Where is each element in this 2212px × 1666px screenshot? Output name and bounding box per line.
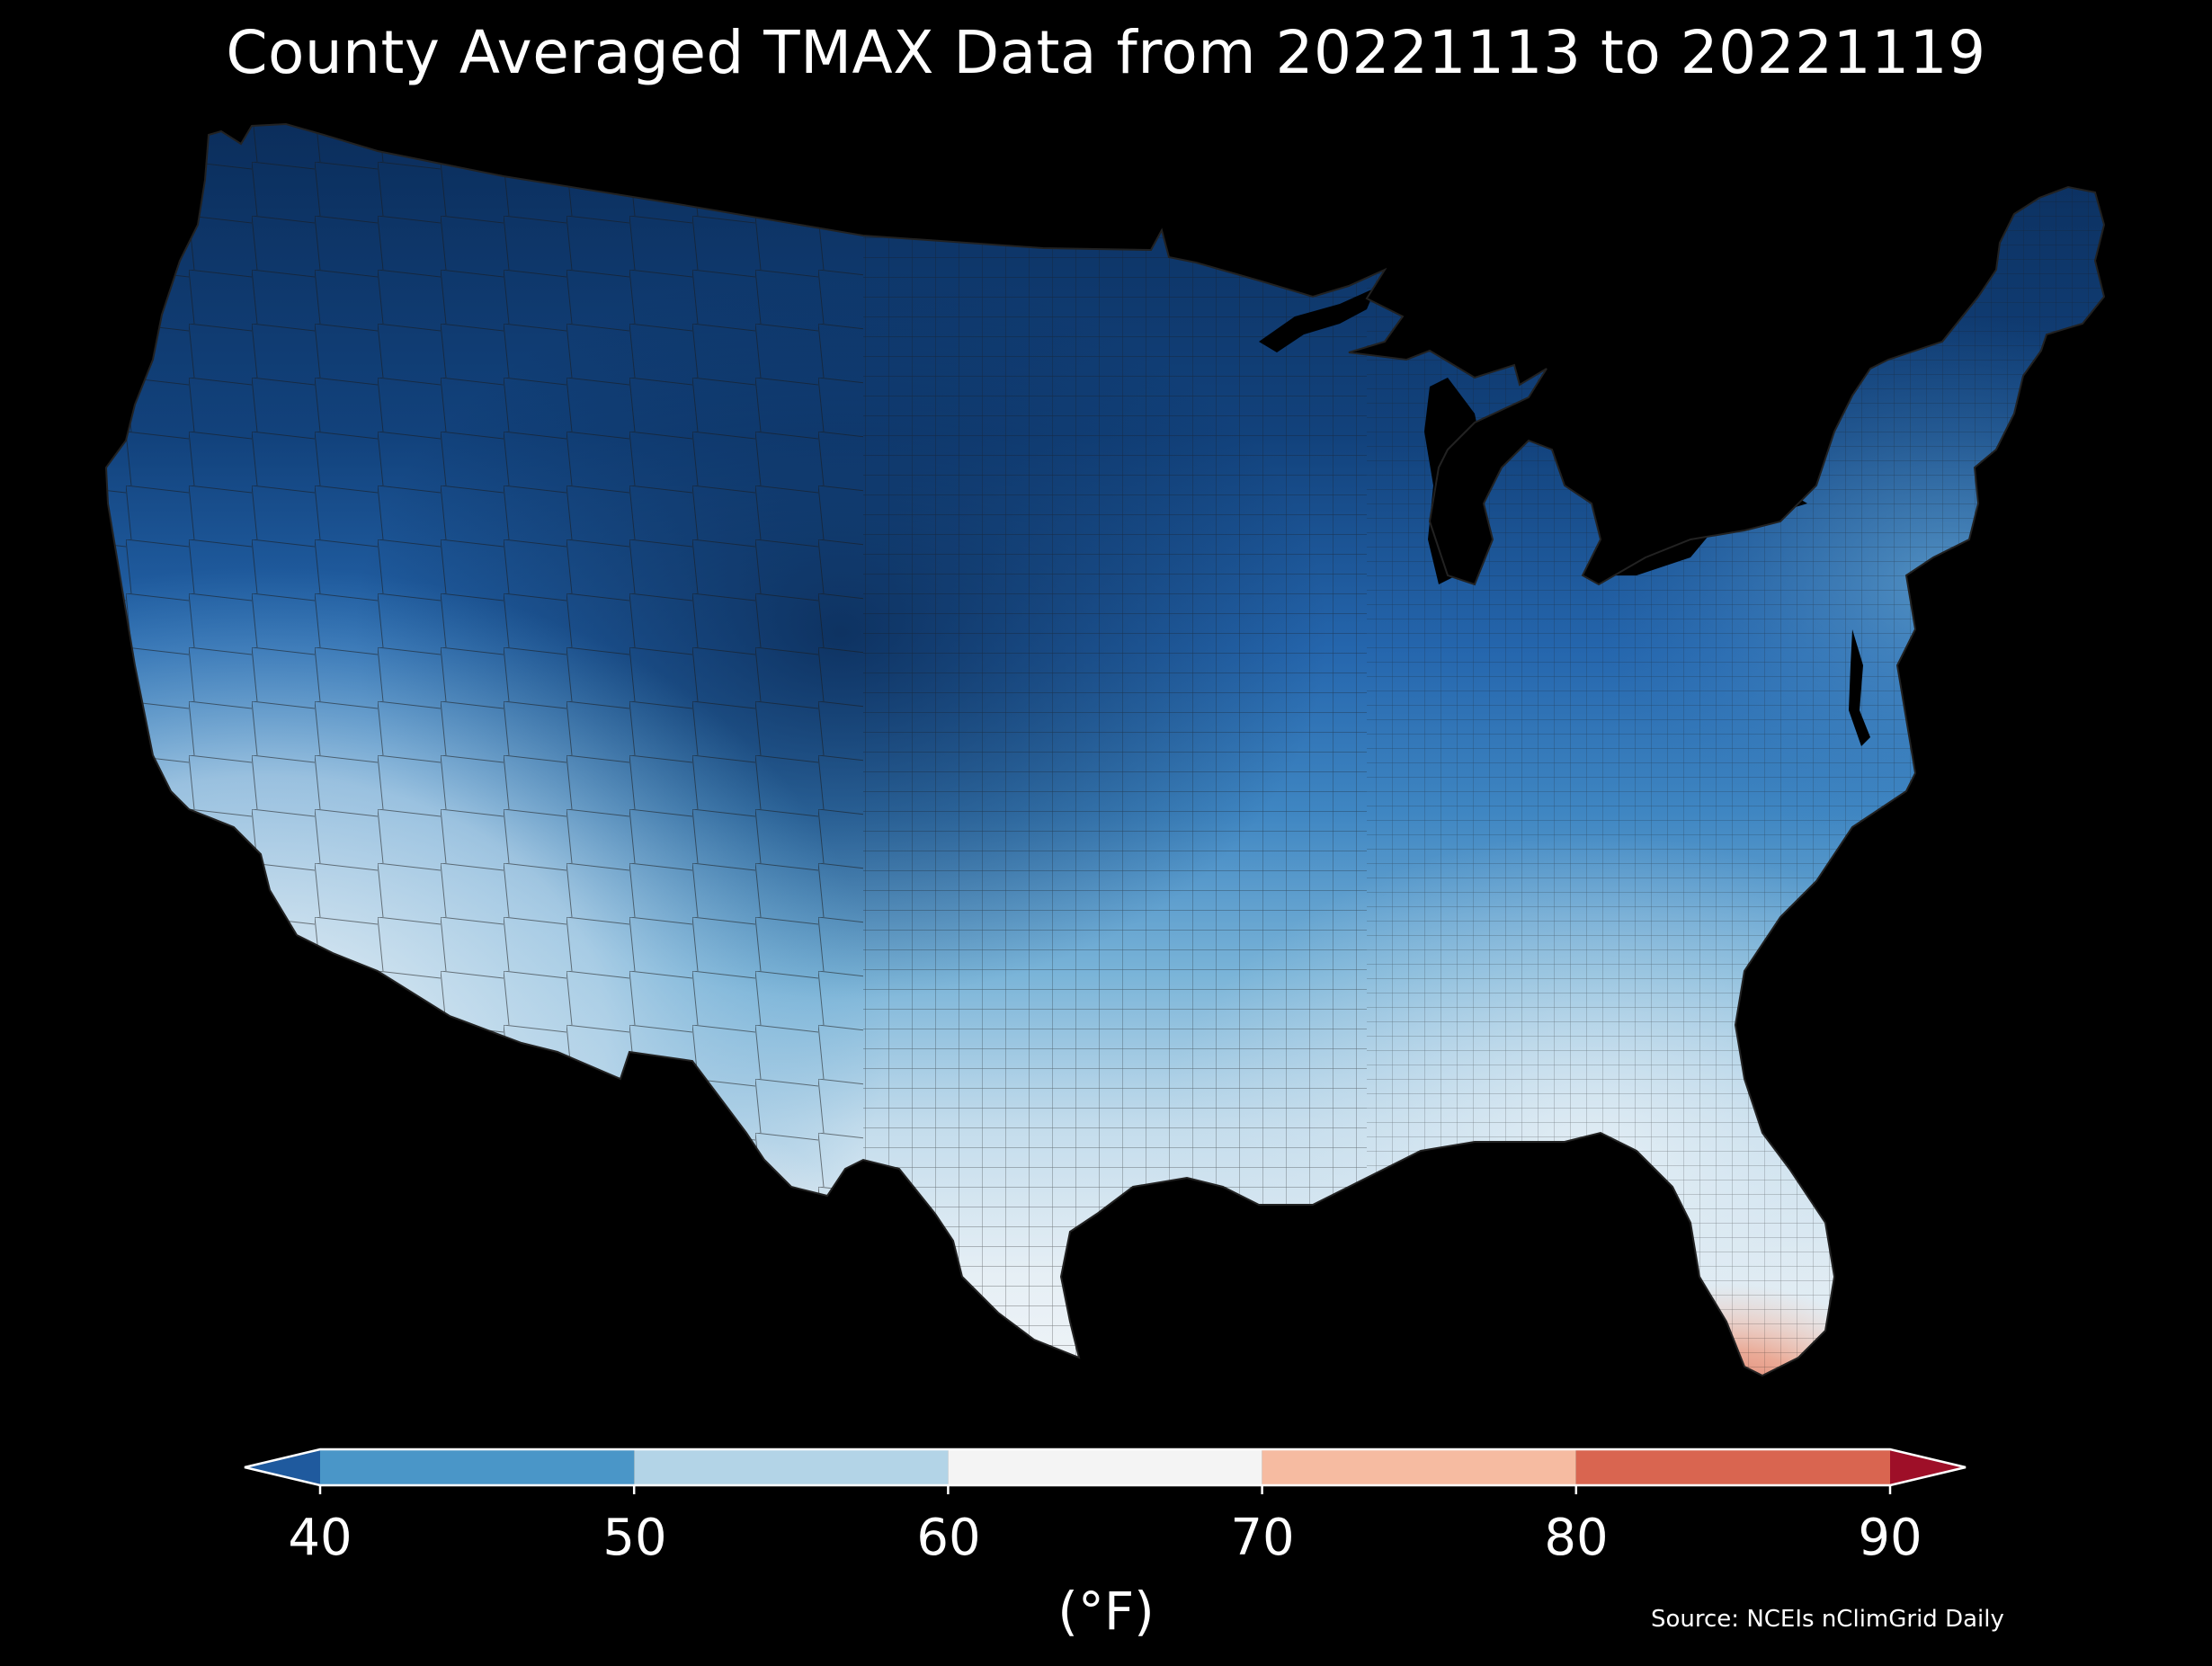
colorbar-bin-50-60 bbox=[634, 1449, 949, 1485]
colorbar-bin-80-90 bbox=[1575, 1449, 1890, 1485]
colorbar-tick-60: 60 bbox=[916, 1509, 981, 1567]
lake-ontario bbox=[1735, 493, 1807, 517]
source-credit: Source: NCEIs nClimGrid Daily bbox=[1651, 1606, 2004, 1633]
colorbar-extend-low bbox=[245, 1449, 320, 1485]
lake-superior bbox=[1259, 288, 1376, 352]
colorbar-tick-50: 50 bbox=[602, 1509, 667, 1567]
colorbar-bin-40-50 bbox=[320, 1449, 635, 1485]
lake-michigan bbox=[1424, 378, 1485, 584]
map-title: County Averaged TMAX Data from 20221113 … bbox=[226, 18, 1986, 87]
colorbar-bin-60-70 bbox=[948, 1449, 1262, 1485]
colorbar-tick-40: 40 bbox=[288, 1509, 352, 1567]
chesapeake-bay bbox=[1849, 629, 1870, 746]
colorbar-unit-label: (°F) bbox=[1057, 1581, 1155, 1642]
colorbar-tick-80: 80 bbox=[1544, 1509, 1609, 1567]
colorbar-bin-70-80 bbox=[1262, 1449, 1576, 1485]
colorbar-tick-90: 90 bbox=[1858, 1509, 1922, 1567]
colorbar-extend-high bbox=[1890, 1449, 1966, 1485]
colorbar-tick-70: 70 bbox=[1230, 1509, 1295, 1567]
